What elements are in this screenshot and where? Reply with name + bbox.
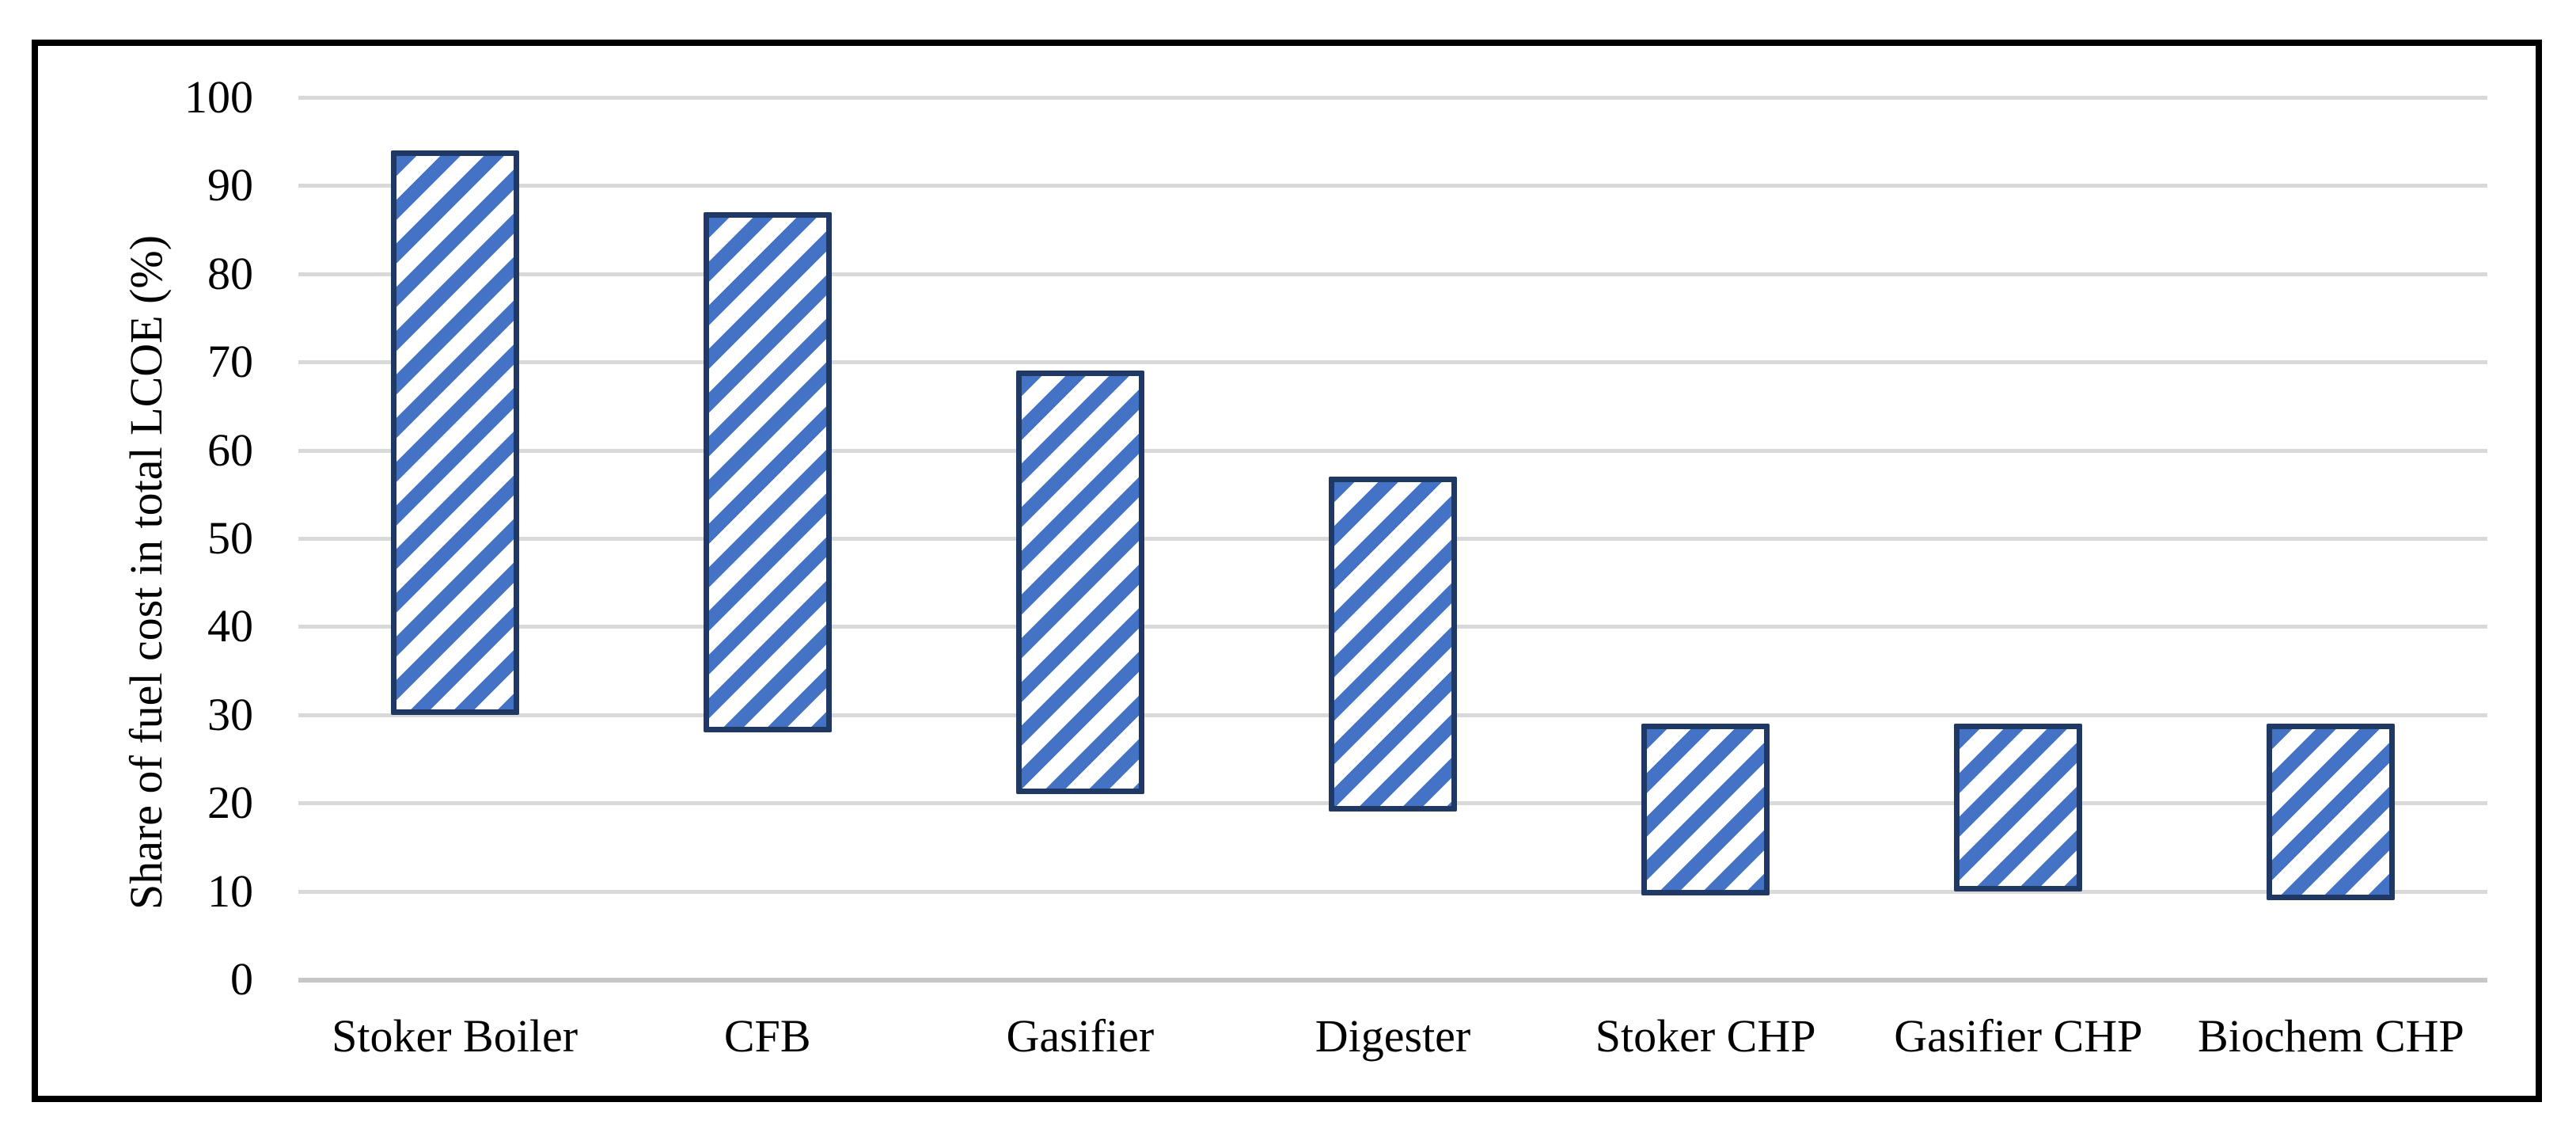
plot-area bbox=[298, 96, 2487, 983]
x-label-gasifier: Gasifier bbox=[1006, 1010, 1155, 1062]
bar-gasifier bbox=[1015, 371, 1144, 795]
gridline-60 bbox=[298, 448, 2487, 453]
gridline-90 bbox=[298, 184, 2487, 188]
gridline-0 bbox=[298, 978, 2487, 983]
gridline-70 bbox=[298, 360, 2487, 365]
gridline-80 bbox=[298, 272, 2487, 276]
y-tick-30: 30 bbox=[207, 688, 253, 740]
bar-stoker-chp bbox=[1641, 723, 1770, 896]
figure-border bbox=[32, 40, 2542, 1102]
bar-cfb bbox=[703, 211, 832, 733]
y-tick-20: 20 bbox=[207, 777, 253, 829]
bar-stoker-boiler bbox=[390, 150, 519, 715]
y-tick-10: 10 bbox=[207, 865, 253, 917]
x-label-cfb: CFB bbox=[723, 1010, 811, 1062]
x-label-gasifier-chp: Gasifier CHP bbox=[1894, 1010, 2143, 1062]
y-tick-40: 40 bbox=[207, 600, 253, 652]
x-label-biochem-chp: Biochem CHP bbox=[2198, 1010, 2464, 1062]
gridline-100 bbox=[298, 96, 2487, 100]
x-label-digester: Digester bbox=[1315, 1010, 1471, 1062]
x-label-stoker-boiler: Stoker Boiler bbox=[332, 1010, 579, 1062]
bar-gasifier-chp bbox=[1954, 723, 2083, 891]
y-tick-80: 80 bbox=[207, 247, 253, 299]
bar-biochem-chp bbox=[2267, 723, 2396, 900]
y-tick-100: 100 bbox=[184, 71, 253, 123]
y-tick-50: 50 bbox=[207, 512, 253, 564]
y-tick-70: 70 bbox=[207, 336, 253, 388]
y-tick-0: 0 bbox=[230, 953, 253, 1005]
gridline-10 bbox=[298, 889, 2487, 894]
bar-digester bbox=[1329, 477, 1457, 812]
x-label-stoker-chp: Stoker CHP bbox=[1595, 1010, 1816, 1062]
y-tick-90: 90 bbox=[207, 159, 253, 211]
y-tick-60: 60 bbox=[207, 424, 253, 476]
